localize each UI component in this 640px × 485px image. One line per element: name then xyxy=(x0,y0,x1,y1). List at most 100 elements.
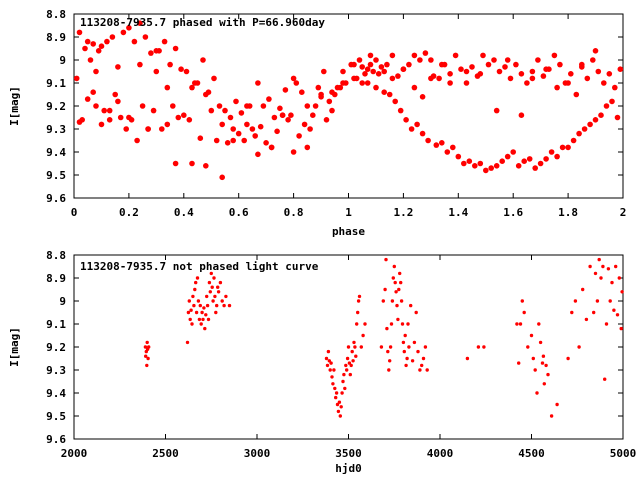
data-point xyxy=(84,96,91,102)
data-point xyxy=(263,140,269,146)
data-point xyxy=(342,372,346,377)
data-point xyxy=(603,103,610,109)
data-point xyxy=(271,114,278,121)
x-tick-label: 0.4 xyxy=(174,206,194,219)
data-point xyxy=(414,121,420,128)
data-point xyxy=(391,276,395,280)
data-point xyxy=(417,57,423,63)
data-point xyxy=(201,317,205,322)
data-point xyxy=(188,317,192,322)
y-tick-label: 9.1 xyxy=(46,77,66,90)
y-tick-label: 9.5 xyxy=(46,169,66,182)
data-point xyxy=(482,345,486,349)
data-point xyxy=(406,61,412,68)
data-point xyxy=(381,299,385,303)
data-point xyxy=(357,294,362,299)
data-point xyxy=(373,84,379,91)
data-point xyxy=(150,107,157,114)
data-point xyxy=(109,34,116,40)
data-point xyxy=(197,317,202,322)
data-point xyxy=(532,165,538,171)
data-point xyxy=(145,126,151,132)
data-point xyxy=(419,94,426,100)
data-point xyxy=(620,290,624,294)
data-point xyxy=(356,299,361,303)
data-point xyxy=(406,322,410,326)
data-point xyxy=(194,310,199,315)
data-point xyxy=(504,57,511,63)
data-point xyxy=(359,345,363,349)
data-point xyxy=(189,84,195,91)
data-point xyxy=(364,66,371,72)
data-point xyxy=(551,52,558,59)
data-point xyxy=(477,160,484,167)
data-point xyxy=(381,89,388,95)
x-tick-label: 1.2 xyxy=(393,206,413,219)
x-tick-label: 2 xyxy=(620,206,627,219)
data-point xyxy=(395,303,399,308)
data-point xyxy=(590,57,596,63)
data-point xyxy=(504,153,511,160)
data-point xyxy=(106,117,113,123)
data-point xyxy=(367,52,374,59)
data-point xyxy=(570,310,574,315)
y-tick-label: 9.2 xyxy=(46,341,66,354)
data-point xyxy=(421,356,426,361)
y-tick-label: 8.8 xyxy=(46,8,66,21)
data-point xyxy=(541,354,546,358)
data-point xyxy=(148,50,154,56)
data-point xyxy=(598,112,604,118)
data-point xyxy=(354,354,358,358)
x-tick-label: 0.2 xyxy=(119,206,139,219)
data-point xyxy=(458,66,464,72)
data-point xyxy=(614,264,618,269)
data-point xyxy=(389,322,394,326)
data-point xyxy=(387,368,391,372)
data-point xyxy=(227,114,234,121)
data-point xyxy=(329,107,335,114)
data-point xyxy=(339,405,343,409)
data-point xyxy=(570,137,577,144)
data-point xyxy=(593,271,598,276)
data-point xyxy=(469,64,475,70)
data-point xyxy=(200,310,204,315)
data-point xyxy=(318,94,324,100)
data-point xyxy=(329,89,335,95)
plot-1: 0 0.2 0.4 0.6 0.8 1 1.2 1.4 1.6 1.8 2 8.8 8.9 9 9.1 9.2… xyxy=(8,8,626,238)
data-point xyxy=(496,68,503,75)
data-point xyxy=(178,66,184,72)
data-point xyxy=(115,64,121,70)
data-point xyxy=(230,137,236,144)
data-point xyxy=(356,57,363,63)
data-point xyxy=(355,322,359,326)
data-point xyxy=(147,345,151,349)
data-point xyxy=(193,287,197,292)
data-point xyxy=(466,158,473,164)
data-point xyxy=(279,112,286,118)
data-point xyxy=(606,71,613,77)
data-point xyxy=(338,414,342,418)
data-point xyxy=(617,276,621,280)
data-point xyxy=(203,91,209,98)
data-point xyxy=(79,117,85,123)
data-point xyxy=(167,61,173,68)
data-point xyxy=(327,359,331,363)
data-point xyxy=(235,130,242,137)
data-point xyxy=(207,280,212,285)
y-tick-label: 8.8 xyxy=(46,249,66,262)
data-point xyxy=(224,140,231,146)
data-point xyxy=(192,303,196,308)
data-point xyxy=(340,68,346,75)
data-point xyxy=(584,317,589,322)
data-point xyxy=(98,121,105,128)
data-point xyxy=(419,130,426,137)
data-point xyxy=(325,363,330,368)
data-point xyxy=(343,386,347,391)
data-point xyxy=(143,345,148,349)
data-point xyxy=(244,103,250,109)
x-tick-label: 1 xyxy=(345,206,352,219)
data-point xyxy=(493,107,500,114)
data-point xyxy=(483,167,489,174)
x-tick-label: 1.8 xyxy=(558,206,578,219)
